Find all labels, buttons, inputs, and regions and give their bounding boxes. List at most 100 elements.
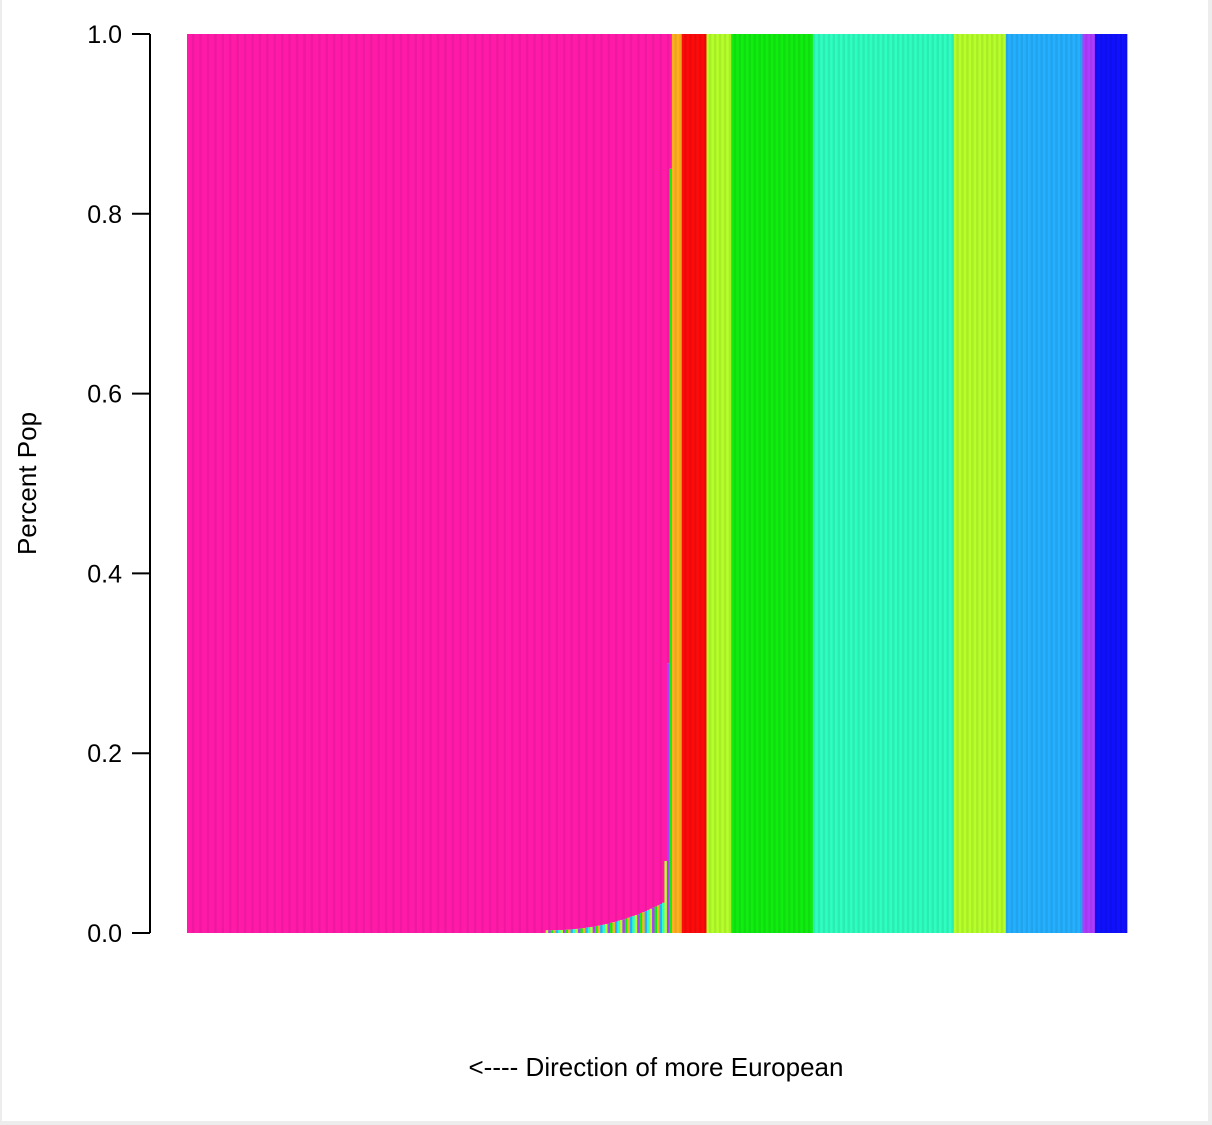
bar-sample-30-pink (258, 34, 262, 933)
bar-sample-161-other (582, 928, 586, 933)
bar-sample-154-pink (565, 34, 569, 930)
bar-sample-165-pink (592, 34, 596, 927)
bar-sample-81-pink (384, 34, 388, 933)
bar-sample-155-pink (567, 34, 571, 930)
bar-sample-169-pink (602, 34, 606, 925)
bar-sample-210-red (704, 34, 707, 933)
bar-sample-97-pink (424, 34, 428, 933)
bar-sample-144-pink (540, 34, 544, 933)
bar-sample-147-other (548, 930, 551, 933)
bar-sample-261-aquamarine (830, 34, 833, 933)
bar-sample-376-blue (1114, 34, 1118, 933)
bar-sample-259-aquamarine (825, 34, 829, 933)
bar-sample-337-sky_blue (1018, 34, 1021, 933)
bar-sample-85-pink (394, 34, 398, 933)
bar-sample-236-green (768, 34, 772, 933)
bar-sample-228-green (748, 34, 752, 933)
bar-sample-204-red (689, 34, 692, 933)
bar-sample-188-other (649, 908, 653, 933)
bar-sample-175-pink (617, 34, 621, 921)
bar-sample-371-blue (1102, 34, 1106, 933)
bar-sample-37-pink (276, 34, 279, 933)
bar-sample-137-pink (523, 34, 527, 933)
bar-sample-5-pink (196, 34, 200, 933)
bar-sample-288-aquamarine (896, 34, 900, 933)
bar-sample-295-aquamarine (914, 34, 918, 933)
bar-sample-88-pink (402, 34, 406, 933)
bar-sample-354-sky_blue (1060, 34, 1064, 933)
x-axis-title: <---- Direction of more European (469, 1052, 844, 1082)
bar-sample-161-pink (582, 34, 586, 929)
bar-sample-114-pink (466, 34, 470, 933)
bar-sample-355-sky_blue (1062, 34, 1066, 933)
bar-sample-163-other (587, 927, 591, 933)
bar-sample-108-pink (451, 34, 455, 933)
bar-sample-357-sky_blue (1067, 34, 1071, 933)
y-axis: 0.0 0.2 0.4 0.6 0.8 1.0 (87, 21, 151, 948)
bar-sample-199-orange (676, 34, 680, 933)
bar-sample-272-aquamarine (857, 34, 861, 933)
bar-sample-202-red (684, 34, 688, 933)
bar-sample-99-pink (429, 34, 433, 933)
bar-sample-6-pink (199, 34, 203, 933)
bar-sample-69-pink (355, 34, 359, 933)
bar-sample-181-pink (632, 34, 636, 916)
bar-sample-31-pink (261, 34, 265, 933)
bar-sample-253-green (810, 34, 814, 933)
bar-sample-34-pink (268, 34, 272, 933)
bar-sample-370-blue (1099, 34, 1103, 933)
bar-sample-301-aquamarine (929, 34, 932, 933)
bar-sample-109-pink (454, 34, 457, 933)
bar-sample-350-sky_blue (1050, 34, 1054, 933)
bar-sample-276-aquamarine (867, 34, 871, 933)
bar-sample-291-aquamarine (904, 34, 908, 933)
bar-sample-14-pink (219, 34, 222, 933)
bar-sample-365-purple (1087, 34, 1091, 933)
bar-sample-229-green (751, 34, 754, 933)
bar-sample-65-pink (345, 34, 349, 933)
bar-sample-195-other (666, 663, 670, 933)
bar-sample-314-yellow_green (961, 34, 965, 933)
bar-sample-25-pink (246, 34, 250, 933)
bar-sample-349-sky_blue (1047, 34, 1051, 933)
bar-sample-185-pink (642, 34, 645, 913)
bar-sample-42-pink (288, 34, 292, 933)
bar-sample-147-pink (548, 34, 551, 931)
bar-sample-157-pink (572, 34, 576, 930)
bar-sample-227-green (746, 34, 749, 933)
bar-sample-294-aquamarine (911, 34, 915, 933)
bar-sample-185-other (642, 912, 645, 933)
bar-sample-164-pink (590, 34, 594, 927)
bar-sample-373-blue (1107, 34, 1111, 933)
bar-sample-118-pink (476, 34, 480, 933)
bar-sample-124-pink (491, 34, 495, 933)
bar-sample-135-pink (518, 34, 522, 933)
bar-sample-310-aquamarine (951, 34, 955, 933)
bar-sample-230-green (753, 34, 757, 933)
bar-sample-215-yellow_green (716, 34, 720, 933)
bar-sample-335-sky_blue (1013, 34, 1017, 933)
bar-sample-160-other (580, 928, 584, 933)
bar-sample-59-pink (330, 34, 334, 933)
bar-sample-121-pink (483, 34, 487, 933)
y-axis-title: Percent Pop (12, 412, 42, 555)
bar-sample-243-green (785, 34, 789, 933)
bar-sample-311-yellow_green (953, 34, 957, 933)
bar-sample-249-green (800, 34, 804, 933)
bar-sample-146-pink (545, 34, 549, 931)
bar-sample-18-pink (229, 34, 232, 933)
bar-sample-194-other (664, 861, 668, 933)
bar-sample-105-pink (444, 34, 448, 933)
bar-sample-190-other (654, 906, 658, 933)
bar-sample-155-other (567, 929, 571, 933)
bar-sample-180-pink (629, 34, 633, 917)
bar-sample-313-yellow_green (958, 34, 962, 933)
bar-sample-86-pink (397, 34, 401, 933)
bar-sample-191-other (657, 905, 660, 933)
bar-sample-176-pink (619, 34, 623, 921)
bar-sample-153-other (563, 929, 566, 933)
bar-sample-158-other (575, 928, 579, 933)
bar-sample-154-other (565, 929, 569, 933)
bar-sample-378-blue (1119, 34, 1123, 933)
